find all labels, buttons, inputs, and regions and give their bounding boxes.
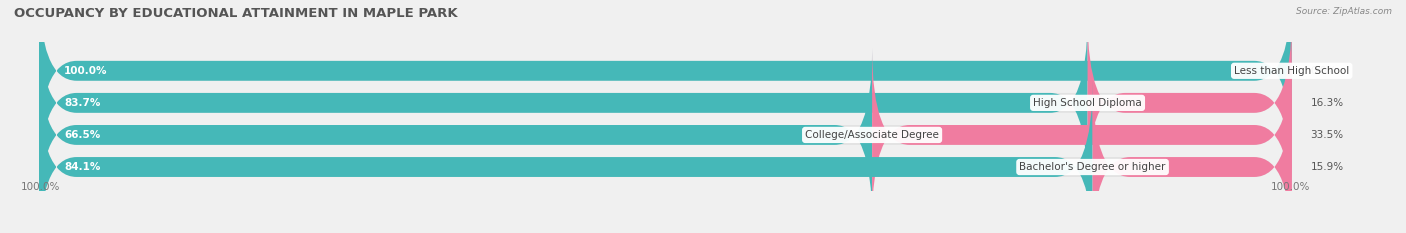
Text: 100.0%: 100.0%	[20, 182, 59, 192]
FancyBboxPatch shape	[1088, 17, 1292, 189]
FancyBboxPatch shape	[39, 81, 1292, 233]
Text: 16.3%: 16.3%	[1310, 98, 1344, 108]
FancyBboxPatch shape	[39, 49, 872, 221]
Text: 15.9%: 15.9%	[1310, 162, 1344, 172]
Text: OCCUPANCY BY EDUCATIONAL ATTAINMENT IN MAPLE PARK: OCCUPANCY BY EDUCATIONAL ATTAINMENT IN M…	[14, 7, 458, 20]
Text: 100.0%: 100.0%	[65, 66, 108, 76]
FancyBboxPatch shape	[1092, 81, 1292, 233]
Text: 100.0%: 100.0%	[1271, 182, 1310, 192]
Text: 33.5%: 33.5%	[1310, 130, 1344, 140]
FancyBboxPatch shape	[39, 17, 1088, 189]
FancyBboxPatch shape	[39, 0, 1292, 157]
Text: Bachelor's Degree or higher: Bachelor's Degree or higher	[1019, 162, 1166, 172]
Text: High School Diploma: High School Diploma	[1033, 98, 1142, 108]
Text: 83.7%: 83.7%	[65, 98, 101, 108]
FancyBboxPatch shape	[39, 49, 1292, 221]
FancyBboxPatch shape	[39, 0, 1292, 157]
Text: Less than High School: Less than High School	[1234, 66, 1350, 76]
Text: Source: ZipAtlas.com: Source: ZipAtlas.com	[1296, 7, 1392, 16]
Text: 66.5%: 66.5%	[65, 130, 100, 140]
FancyBboxPatch shape	[39, 17, 1292, 189]
Text: 0.0%: 0.0%	[1310, 66, 1337, 76]
FancyBboxPatch shape	[872, 49, 1292, 221]
Text: 84.1%: 84.1%	[65, 162, 101, 172]
FancyBboxPatch shape	[39, 81, 1092, 233]
Text: College/Associate Degree: College/Associate Degree	[806, 130, 939, 140]
